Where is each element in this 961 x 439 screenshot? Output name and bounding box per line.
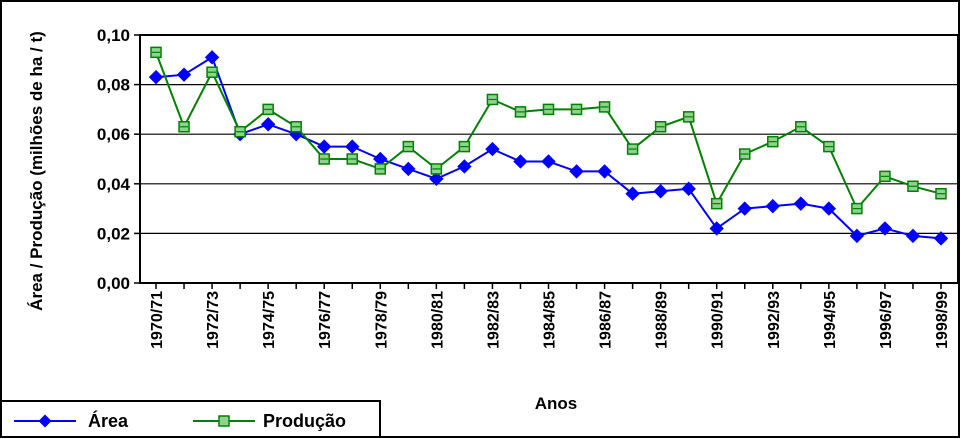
- x-tick-label: 1988/89: [654, 291, 671, 349]
- x-tick-label: 1992/93: [766, 291, 783, 349]
- data-point: [905, 228, 921, 244]
- y-axis-tick-labels: 0,00 0,02 0,04 0,06 0,08 0,10: [97, 26, 131, 293]
- x-tick-label: 1980/81: [429, 291, 446, 349]
- series-layer: [148, 46, 949, 246]
- y-tick-label: 0,04: [97, 175, 131, 194]
- data-point: [793, 196, 809, 211]
- data-point: [457, 159, 472, 174]
- x-axis-tick-labels: 1970/71 1972/73 1974/75 1976/77 1978/79 1980/…: [149, 283, 951, 349]
- data-point: [429, 171, 444, 187]
- x-tick-label: 1976/77: [317, 291, 334, 349]
- x-tick-label: 1998/99: [934, 291, 951, 349]
- legend-area-diamond-marker: [38, 414, 52, 428]
- legend-item-producao: Produção: [193, 411, 346, 431]
- data-point: [401, 161, 416, 177]
- data-point: [541, 154, 556, 169]
- x-tick-label: 1978/79: [373, 291, 390, 349]
- x-tick-label: 1974/75: [261, 291, 278, 349]
- x-axis-title: Anos: [535, 394, 578, 413]
- data-point: [625, 186, 640, 201]
- x-tick-label: 1984/85: [542, 291, 559, 349]
- data-point: [933, 231, 949, 246]
- data-point: [709, 221, 724, 236]
- y-tick-label: 0,06: [97, 125, 130, 144]
- data-point: [737, 201, 752, 216]
- y-tick-label: 0,00: [97, 274, 130, 293]
- x-tick-label: 1990/91: [710, 291, 727, 349]
- x-tick-label: 1982/83: [485, 291, 502, 349]
- x-tick-label: 1972/73: [205, 291, 222, 349]
- data-point: [877, 221, 893, 236]
- y-tick-label: 0,08: [97, 76, 130, 95]
- legend: Área Produção: [0, 400, 381, 438]
- series-1: [150, 46, 947, 215]
- y-axis-title: Área / Produção (milhões de ha / t): [27, 31, 46, 311]
- legend-box: [0, 400, 381, 438]
- data-point: [204, 50, 220, 65]
- data-point: [176, 67, 192, 82]
- x-tick-label: 1994/95: [822, 291, 839, 349]
- data-point: [569, 164, 584, 179]
- data-point: [317, 139, 332, 154]
- y-tick-label: 0,10: [97, 26, 130, 45]
- data-point: [681, 181, 696, 196]
- data-point: [485, 141, 500, 157]
- data-point: [260, 117, 276, 132]
- legend-producao-square-marker: [218, 415, 230, 427]
- legend-producao-label: Produção: [263, 411, 346, 431]
- y-tick-label: 0,02: [97, 224, 130, 243]
- data-point: [653, 184, 668, 199]
- data-point: [345, 139, 360, 154]
- data-point: [513, 154, 528, 169]
- legend-area-label: Área: [88, 410, 129, 431]
- data-point: [597, 164, 612, 179]
- data-point: [765, 198, 780, 214]
- data-point: [148, 69, 164, 85]
- data-point: [849, 228, 865, 244]
- x-tick-label: 1996/97: [878, 291, 895, 349]
- x-tick-label: 1970/71: [149, 291, 166, 349]
- legend-item-area: Área: [14, 410, 129, 431]
- x-tick-label: 1986/87: [598, 291, 615, 349]
- data-point: [821, 201, 837, 216]
